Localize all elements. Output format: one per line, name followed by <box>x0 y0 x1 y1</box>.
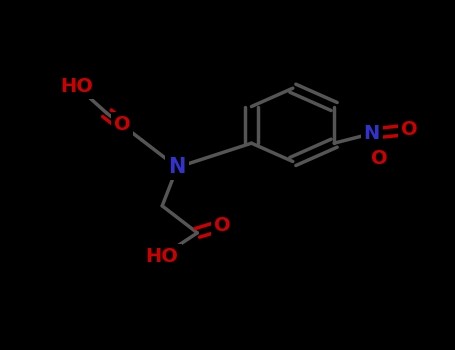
Text: O: O <box>114 116 130 134</box>
Text: O: O <box>401 120 418 139</box>
Text: O: O <box>214 216 231 234</box>
Text: HO: HO <box>146 246 179 266</box>
Text: O: O <box>371 149 388 168</box>
Text: N: N <box>364 124 380 143</box>
Text: HO: HO <box>61 77 93 96</box>
Text: N: N <box>168 157 186 177</box>
